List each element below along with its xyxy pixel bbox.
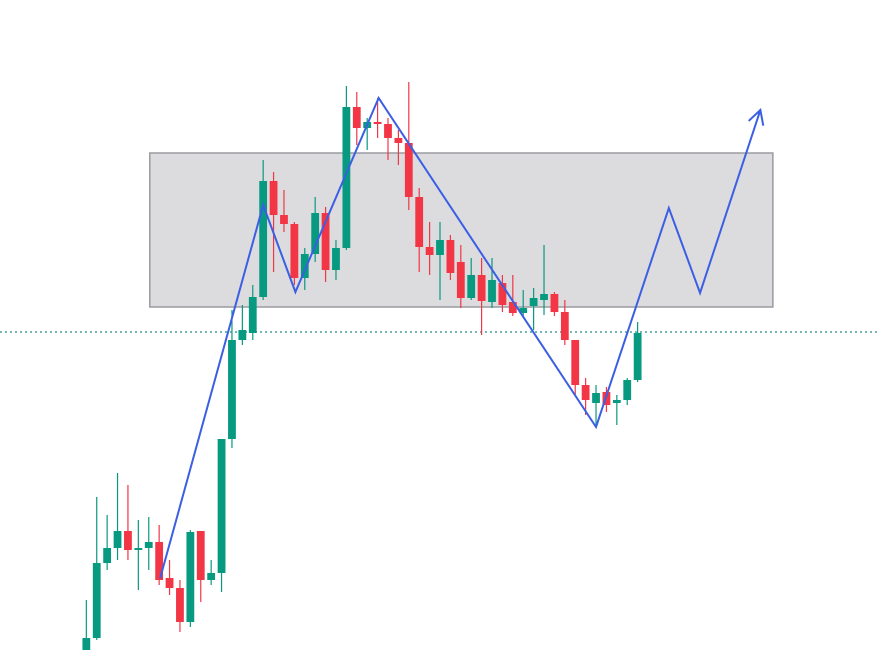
candle-body bbox=[248, 297, 257, 333]
candle-body bbox=[581, 385, 590, 400]
candle-body bbox=[529, 298, 538, 306]
candle-body bbox=[560, 312, 569, 340]
candle-body bbox=[612, 400, 621, 403]
candle-body bbox=[436, 240, 444, 255]
candle-body bbox=[280, 215, 288, 224]
candle-body bbox=[165, 578, 174, 588]
candle-body bbox=[186, 532, 195, 622]
candle-body bbox=[124, 531, 132, 550]
candle-body bbox=[508, 302, 517, 313]
candle-body bbox=[134, 548, 143, 550]
candle-body bbox=[290, 224, 299, 278]
candle-body bbox=[623, 380, 632, 400]
candle-body bbox=[332, 248, 340, 270]
candle-body bbox=[592, 393, 600, 403]
candle-body bbox=[300, 254, 309, 278]
candle-body bbox=[571, 340, 580, 385]
candle-body bbox=[259, 181, 268, 297]
candle-body bbox=[519, 308, 528, 313]
candle-body bbox=[467, 275, 476, 298]
candle-body bbox=[196, 531, 205, 580]
candle-body bbox=[550, 294, 559, 312]
candle-body bbox=[477, 275, 486, 301]
candle-body bbox=[352, 107, 361, 128]
candle-body bbox=[92, 563, 101, 638]
candle-body bbox=[217, 439, 226, 573]
candle-body bbox=[456, 262, 465, 298]
candle-body bbox=[144, 542, 153, 548]
candle-body bbox=[384, 124, 392, 138]
candle-body bbox=[373, 122, 382, 124]
zigzag-arrowhead bbox=[748, 108, 765, 126]
candle-body bbox=[394, 138, 403, 143]
candle-body bbox=[155, 542, 164, 580]
candle-body bbox=[269, 181, 278, 215]
zigzag-line bbox=[159, 95, 762, 579]
candle-body bbox=[113, 531, 122, 548]
candle-body bbox=[633, 333, 642, 380]
candle-body bbox=[488, 280, 496, 302]
candle-body bbox=[321, 213, 330, 270]
candle-body bbox=[82, 638, 91, 650]
candle-body bbox=[238, 330, 247, 340]
candle-body bbox=[176, 588, 184, 622]
candle-body bbox=[446, 240, 455, 273]
candle-body bbox=[404, 143, 413, 197]
candle-body bbox=[103, 548, 112, 563]
candle-body bbox=[228, 340, 236, 439]
candle-body bbox=[498, 283, 507, 305]
candle-body bbox=[425, 247, 434, 255]
candle-body bbox=[415, 197, 424, 247]
candle-body bbox=[540, 294, 548, 300]
candle-body bbox=[207, 573, 216, 580]
candle-body bbox=[311, 213, 320, 254]
candle-body bbox=[342, 107, 351, 248]
